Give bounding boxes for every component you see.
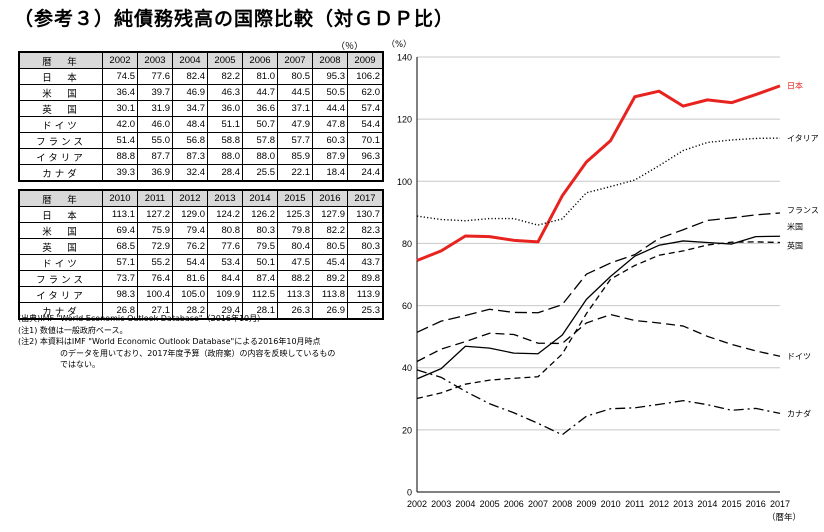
table-header-row: 暦 年 2010 2011 2012 2013 2014 2015 2016 2017 xyxy=(18,189,384,207)
header-year: 2012 xyxy=(172,189,208,207)
y-tick-label: 80 xyxy=(402,239,412,249)
series-line-3 xyxy=(416,235,781,380)
value-cell: 18.4 xyxy=(312,164,348,182)
table-row: ドイツ 42.0 46.0 48.4 51.1 50.7 47.9 47.8 54.4 xyxy=(18,116,384,133)
value-cell: 105.0 xyxy=(172,286,208,303)
header-year: 2017 xyxy=(347,189,384,207)
series-line-2 xyxy=(416,212,781,333)
value-cell: 87.9 xyxy=(312,148,348,165)
debt-table-2010-2017: 暦 年 2010 2011 2012 2013 2014 2015 2016 2017 日 本 11… xyxy=(18,189,384,320)
header-year: 2007 xyxy=(277,51,313,69)
x-tick-label: 2012 xyxy=(649,499,669,509)
header-year-label: 暦 年 xyxy=(18,51,103,69)
x-tick-label: 2004 xyxy=(455,499,475,509)
value-cell: 113.9 xyxy=(347,286,384,303)
series-line-0 xyxy=(416,84,781,262)
note-2-line-1: (注2) 本資料はIMF "World Economic Outlook Dat… xyxy=(18,337,321,346)
header-year: 2015 xyxy=(277,189,313,207)
x-tick-label: 2006 xyxy=(504,499,524,509)
header-year: 2003 xyxy=(137,51,173,69)
y-tick-label: 120 xyxy=(397,115,412,125)
x-tick-label: 2013 xyxy=(673,499,693,509)
series-label: 英国 xyxy=(787,240,803,250)
source-note: (出典)IMF "World Economic Outlook Database… xyxy=(18,314,266,323)
note-2-line-2: のデータを用いており、2017年度予算（政府案）の内容を反映しているもの xyxy=(60,348,336,358)
table-row: イタリア 88.8 87.7 87.3 88.0 88.0 85.9 87.9 96.3 xyxy=(18,148,384,165)
x-tick-label: 2017 xyxy=(770,499,790,509)
y-tick-label: 100 xyxy=(397,177,412,187)
value-cell: 130.7 xyxy=(347,206,384,223)
table-row: カナダ 39.3 36.9 32.4 28.4 25.5 22.1 18.4 24.4 xyxy=(18,164,384,182)
header-year: 2016 xyxy=(312,189,348,207)
y-tick-label: 20 xyxy=(402,425,412,435)
x-tick-label: 2003 xyxy=(431,499,451,509)
header-year: 2004 xyxy=(172,51,208,69)
table-row: 米 国 36.4 39.7 46.9 46.3 44.7 44.5 50.5 62.0 xyxy=(18,84,384,101)
value-cell: 127.9 xyxy=(312,206,348,223)
series-line-5 xyxy=(416,313,781,363)
series-label: 日本 xyxy=(787,80,803,90)
header-year: 2005 xyxy=(207,51,243,69)
value-cell: 25.3 xyxy=(347,302,384,320)
series-line-4 xyxy=(416,241,781,400)
value-cell: 25.5 xyxy=(242,164,278,182)
value-cell: 29.4 xyxy=(207,302,243,320)
x-tick-label: 2007 xyxy=(528,499,548,509)
series-label: 米国 xyxy=(787,221,803,231)
note-1: (注1) 数値は一般政府ベース。 xyxy=(18,325,128,335)
series-label: フランス xyxy=(787,206,819,215)
x-tick-label: 2009 xyxy=(576,499,596,509)
page-title: （参考３）純債務残高の国際比較（対ＧＤＰ比） xyxy=(14,8,455,30)
series-label: イタリア xyxy=(787,134,819,143)
table-row: フランス 73.7 76.4 81.6 84.4 87.4 88.2 89.2 89.8 xyxy=(18,270,384,287)
header-year: 2013 xyxy=(207,189,243,207)
series-line-6 xyxy=(416,369,781,436)
note-2-line-3: ではない。 xyxy=(60,360,100,369)
value-cell: 39.3 xyxy=(102,164,138,182)
value-cell: 109.9 xyxy=(207,286,243,303)
y-tick-label: 0 xyxy=(407,488,412,498)
x-tick-label: 2005 xyxy=(480,499,500,509)
value-cell: 26.9 xyxy=(312,302,348,320)
table-row: 日 本 74.5 77.6 82.4 82.2 81.0 80.5 95.3 106.2 xyxy=(18,68,384,85)
y-axis-unit: （%） xyxy=(386,39,411,50)
x-tick-label: 2002 xyxy=(407,499,427,509)
x-axis-unit: （暦年） xyxy=(767,512,801,523)
country-cell: イタリア xyxy=(18,286,103,303)
series-label: カナダ xyxy=(787,408,811,418)
value-cell: 113.8 xyxy=(312,286,348,303)
y-tick-label: 60 xyxy=(402,301,412,311)
header-year-label: 暦 年 xyxy=(18,189,103,207)
value-cell: 96.3 xyxy=(347,148,384,165)
x-tick-label: 2011 xyxy=(625,499,644,509)
header-year: 2002 xyxy=(102,51,138,69)
y-tick-label: 40 xyxy=(402,363,412,373)
series-line-1 xyxy=(416,137,781,226)
header-year: 2014 xyxy=(242,189,278,207)
notes: (出典)IMF "World Economic Outlook Database… xyxy=(18,313,358,371)
x-tick-label: 2010 xyxy=(601,499,621,509)
table-unit-label: （％） xyxy=(336,42,364,52)
x-tick-label: 2015 xyxy=(722,499,742,509)
debt-table-2002-2009: 暦 年 2002 2003 2004 2005 2006 2007 2008 2009 日 本 74… xyxy=(18,51,384,182)
x-tick-label: 2008 xyxy=(552,499,572,509)
value-cell: 24.4 xyxy=(347,164,384,182)
y-tick-label: 140 xyxy=(397,53,412,63)
x-tick-label: 2014 xyxy=(697,499,717,509)
table-header-row: 暦 年 2002 2003 2004 2005 2006 2007 2008 2009 xyxy=(18,51,384,69)
value-cell: 32.4 xyxy=(172,164,208,182)
series-label: ドイツ xyxy=(787,352,811,361)
x-tick-label: 2016 xyxy=(746,499,766,509)
value-cell: 87.3 xyxy=(172,148,208,165)
country-cell: イタリア xyxy=(18,148,103,165)
table-row: カナダ 26.8 27.1 28.2 29.4 28.1 26.3 26.9 25.3 xyxy=(18,302,384,320)
table-row: イタリア 98.3 100.4 105.0 109.9 112.5 113.3 113.8 11… xyxy=(18,286,384,303)
